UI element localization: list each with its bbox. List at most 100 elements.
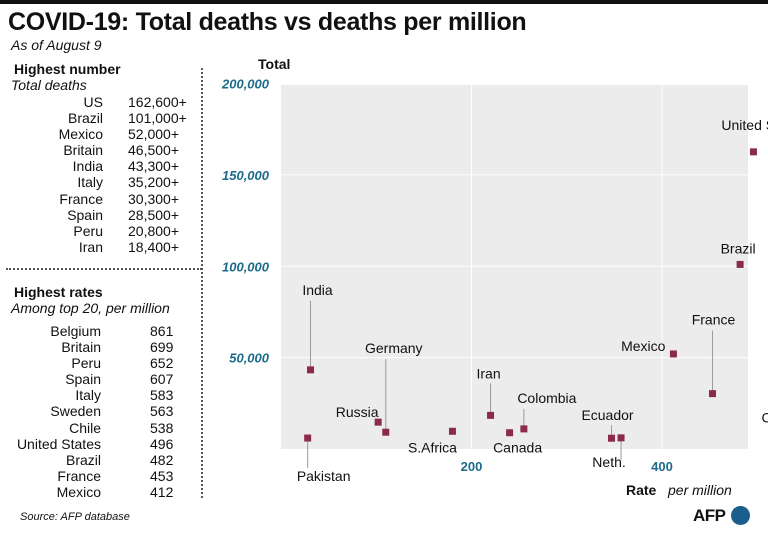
country-value: 46,500+ <box>128 142 179 159</box>
country-value: 101,000+ <box>128 110 187 127</box>
country-name: Iran <box>78 238 103 255</box>
highest-number-list: US 162,600+ Brazil 101,000+ Mexico 52,000+ Bri… <box>0 94 200 255</box>
country-value: 538 <box>150 419 174 436</box>
section-divider <box>6 268 202 270</box>
data-point <box>608 434 616 442</box>
list-item: Peru 652 <box>0 355 200 371</box>
list-item: France 30,300+ <box>0 191 200 207</box>
data-label: Brazil <box>721 240 756 256</box>
data-point <box>506 429 514 437</box>
data-label: Germany <box>365 340 423 356</box>
data-point <box>374 418 382 426</box>
country-name: Belgium <box>50 323 101 339</box>
list-item: France 453 <box>0 468 200 484</box>
country-value: 861 <box>150 323 174 339</box>
afp-logo-dot <box>731 506 750 525</box>
source-note: Source: AFP database <box>20 511 130 523</box>
data-point <box>304 434 312 442</box>
data-label: Neth. <box>592 454 625 470</box>
data-point <box>708 390 716 398</box>
country-name: Chile <box>69 419 101 436</box>
top-rule <box>0 0 768 4</box>
list-item: Mexico 52,000+ <box>0 126 200 142</box>
data-point <box>749 148 757 156</box>
country-value: 482 <box>150 451 174 468</box>
country-name: India <box>72 158 103 175</box>
data-label: France <box>692 312 736 328</box>
list-item: Italy 583 <box>0 387 200 403</box>
country-value: 43,300+ <box>128 158 179 175</box>
y-tick-label: 100,000 <box>222 259 270 274</box>
country-name: Britain <box>63 142 103 159</box>
list-item: United States 496 <box>0 436 200 452</box>
country-name: Brazil <box>65 451 101 468</box>
country-name: United States <box>16 435 101 452</box>
country-value: 412 <box>150 483 174 500</box>
data-point <box>736 260 744 268</box>
country-name: Britain <box>61 339 101 356</box>
data-point <box>669 350 677 358</box>
data-label: Colombia <box>517 390 576 406</box>
page-title: COVID-19: Total deaths vs deaths per mil… <box>8 8 527 36</box>
x-axis-label: Rate <box>626 482 657 498</box>
list-item: Brazil 482 <box>0 452 200 468</box>
country-name: Mexico <box>56 483 101 500</box>
country-value: 496 <box>150 435 174 452</box>
page-subtitle: As of August 9 <box>11 37 102 53</box>
x-tick-label: 200 <box>461 459 483 474</box>
data-label: United States <box>721 117 768 133</box>
data-label: Chile <box>761 410 768 426</box>
list-item: Sweden 563 <box>0 403 200 419</box>
country-value: 563 <box>150 403 174 420</box>
data-label: Mexico <box>621 338 666 354</box>
list-item: Iran 18,400+ <box>0 239 200 255</box>
country-name: Peru <box>71 355 101 372</box>
data-label: S.Africa <box>408 439 457 455</box>
country-value: 453 <box>150 467 174 484</box>
country-value: 18,400+ <box>128 238 179 255</box>
data-label: Russia <box>336 404 379 420</box>
list-item: Britain 46,500+ <box>0 142 200 158</box>
country-name: France <box>59 190 103 207</box>
country-name: Peru <box>73 222 103 239</box>
highest-number-subtitle: Total deaths <box>11 77 87 93</box>
list-item: Chile 538 <box>0 420 200 436</box>
list-item: India 43,300+ <box>0 158 200 174</box>
country-value: 30,300+ <box>128 190 179 207</box>
y-tick-label: 150,000 <box>222 168 270 183</box>
x-axis-unit: per million <box>667 482 732 498</box>
country-value: 52,000+ <box>128 126 179 143</box>
data-label: Iran <box>476 365 500 381</box>
data-point <box>487 411 495 419</box>
highest-rates-subtitle: Among top 20, per million <box>11 300 170 316</box>
list-item: Italy 35,200+ <box>0 174 200 190</box>
y-tick-label: 200,000 <box>221 77 270 92</box>
list-item: Spain 607 <box>0 371 200 387</box>
x-tick-label: 400 <box>651 459 673 474</box>
country-value: 607 <box>150 371 174 388</box>
afp-logo: AFP <box>693 506 726 525</box>
country-name: Mexico <box>58 126 103 143</box>
country-name: Italy <box>77 174 103 191</box>
data-label: Canada <box>493 440 542 456</box>
country-name: Italy <box>75 387 101 404</box>
country-name: Spain <box>67 206 103 223</box>
y-tick-label: 50,000 <box>229 351 270 366</box>
list-item: Peru 20,800+ <box>0 223 200 239</box>
data-point <box>307 366 315 374</box>
data-point <box>617 434 625 442</box>
country-value: 699 <box>150 339 174 356</box>
plot-area <box>281 85 748 449</box>
data-label: Ecuador <box>581 407 633 423</box>
highest-rates-title: Highest rates <box>14 284 103 300</box>
list-item: Brazil 101,000+ <box>0 110 200 126</box>
country-value: 162,600+ <box>128 94 187 110</box>
country-name: Brazil <box>67 110 103 127</box>
list-item: Belgium 861 <box>0 323 200 339</box>
list-item: Britain 699 <box>0 339 200 355</box>
list-item: Spain 28,500+ <box>0 207 200 223</box>
country-name: US <box>83 94 103 110</box>
list-item: US 162,600+ <box>0 94 200 110</box>
highest-rates-list: Belgium 861 Britain 699 Peru 652 Spain 607 Italy… <box>0 323 200 500</box>
